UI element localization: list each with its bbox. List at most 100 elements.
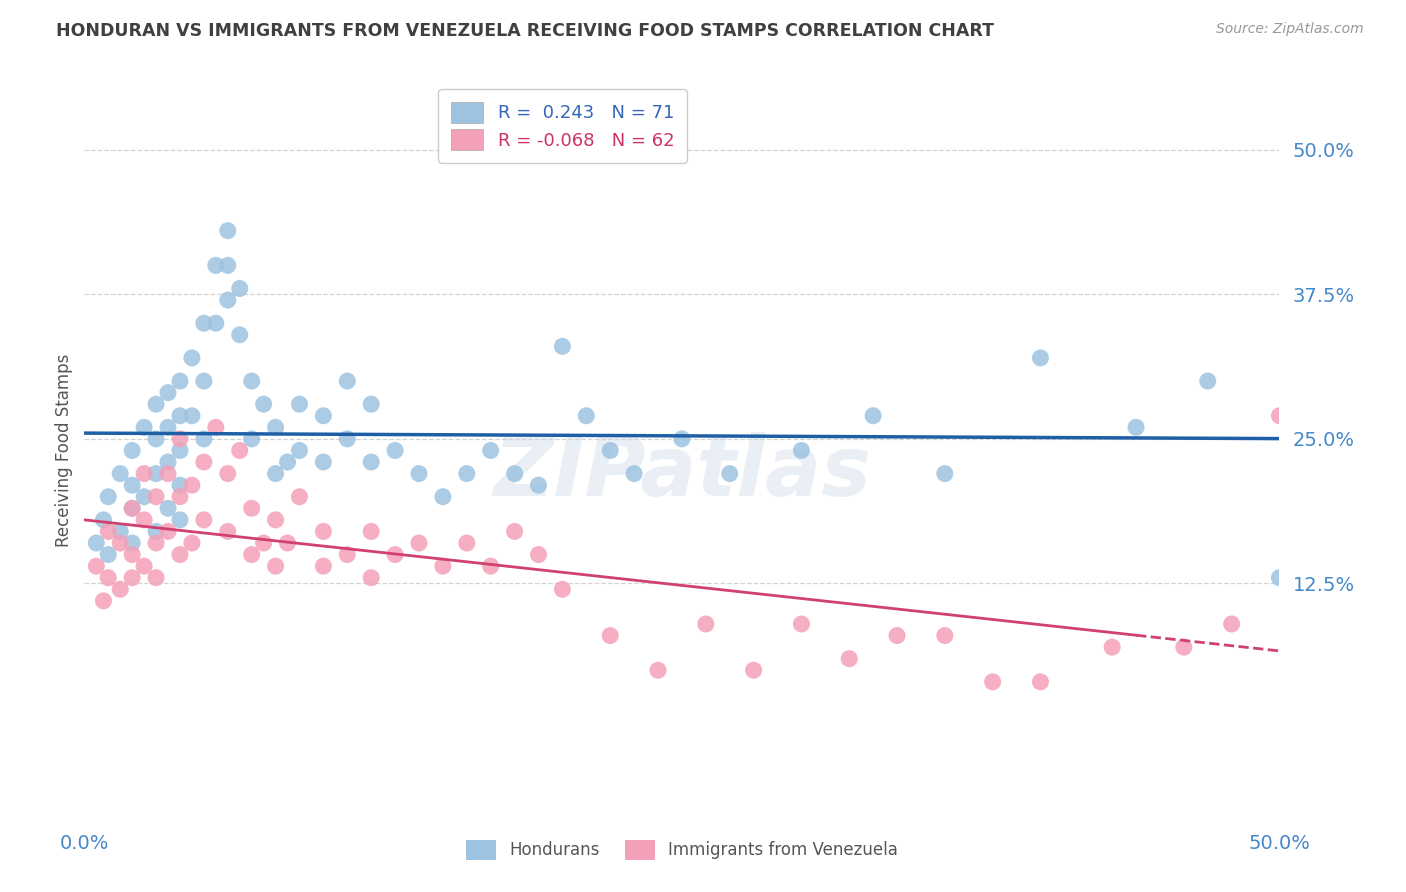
Point (193, 374, 215, 388)
Point (97, 548, 120, 562)
Point (253, 536, 276, 550)
Point (240, 374, 263, 388)
Point (121, 501, 143, 516)
Point (169, 478, 191, 492)
Point (862, 409, 884, 423)
Point (193, 455, 215, 469)
Point (1029, 674, 1052, 689)
Legend: Hondurans, Immigrants from Venezuela: Hondurans, Immigrants from Venezuela (457, 832, 907, 868)
Point (93, 513, 115, 527)
Point (312, 559, 335, 574)
Point (479, 559, 502, 574)
Point (360, 397, 382, 411)
Point (132, 490, 156, 504)
Point (1029, 351, 1052, 365)
Point (838, 651, 860, 665)
Point (181, 351, 204, 365)
Point (93, 594, 115, 608)
Point (121, 501, 143, 516)
Point (121, 548, 143, 562)
Point (551, 339, 574, 353)
Point (336, 548, 359, 562)
Point (121, 536, 143, 550)
Point (145, 571, 167, 585)
Point (790, 617, 813, 632)
Point (169, 490, 191, 504)
Point (86, 559, 108, 574)
Point (312, 455, 335, 469)
Point (145, 432, 167, 446)
Point (264, 467, 287, 481)
Point (360, 524, 382, 539)
Point (169, 443, 191, 458)
Y-axis label: Receiving Food Stamps: Receiving Food Stamps (55, 354, 73, 547)
Point (1101, 640, 1123, 654)
Point (157, 385, 180, 400)
Point (157, 501, 180, 516)
Point (132, 559, 156, 574)
Point (288, 397, 311, 411)
Point (1268, 409, 1291, 423)
Point (145, 397, 167, 411)
Point (623, 467, 645, 481)
Point (599, 443, 621, 458)
Point (253, 397, 276, 411)
Point (312, 524, 335, 539)
Point (384, 548, 406, 562)
Point (157, 467, 180, 481)
Point (336, 374, 359, 388)
Point (193, 513, 215, 527)
Point (1173, 640, 1195, 654)
Point (288, 490, 311, 504)
Point (132, 513, 156, 527)
Point (145, 467, 167, 481)
Point (217, 524, 239, 539)
Point (360, 455, 382, 469)
Point (181, 536, 204, 550)
Point (193, 432, 215, 446)
Point (145, 524, 167, 539)
Point (181, 409, 204, 423)
Point (456, 467, 478, 481)
Point (169, 432, 191, 446)
Point (217, 259, 239, 273)
Point (671, 432, 693, 446)
Point (217, 293, 239, 307)
Point (264, 420, 287, 434)
Point (1220, 617, 1243, 632)
Text: ZIPatlas: ZIPatlas (494, 432, 870, 513)
Point (229, 281, 252, 295)
Point (97, 571, 120, 585)
Point (432, 559, 454, 574)
Point (169, 548, 191, 562)
Point (790, 443, 813, 458)
Point (575, 409, 598, 423)
Point (121, 571, 143, 585)
Point (110, 582, 132, 597)
Point (145, 536, 167, 550)
Point (934, 467, 956, 481)
Point (886, 628, 908, 642)
Text: HONDURAN VS IMMIGRANTS FROM VENEZUELA RECEIVING FOOD STAMPS CORRELATION CHART: HONDURAN VS IMMIGRANTS FROM VENEZUELA RE… (56, 22, 994, 40)
Point (217, 224, 239, 238)
Point (169, 374, 191, 388)
Point (121, 478, 143, 492)
Point (169, 513, 191, 527)
Point (97, 524, 120, 539)
Point (1268, 571, 1291, 585)
Point (599, 628, 621, 642)
Text: Source: ZipAtlas.com: Source: ZipAtlas.com (1216, 22, 1364, 37)
Point (157, 420, 180, 434)
Point (551, 582, 574, 597)
Point (110, 536, 132, 550)
Point (277, 536, 299, 550)
Point (527, 548, 550, 562)
Point (229, 327, 252, 342)
Point (240, 501, 263, 516)
Point (647, 663, 669, 677)
Point (527, 478, 550, 492)
Point (432, 490, 454, 504)
Point (456, 536, 478, 550)
Point (205, 316, 228, 330)
Point (121, 443, 143, 458)
